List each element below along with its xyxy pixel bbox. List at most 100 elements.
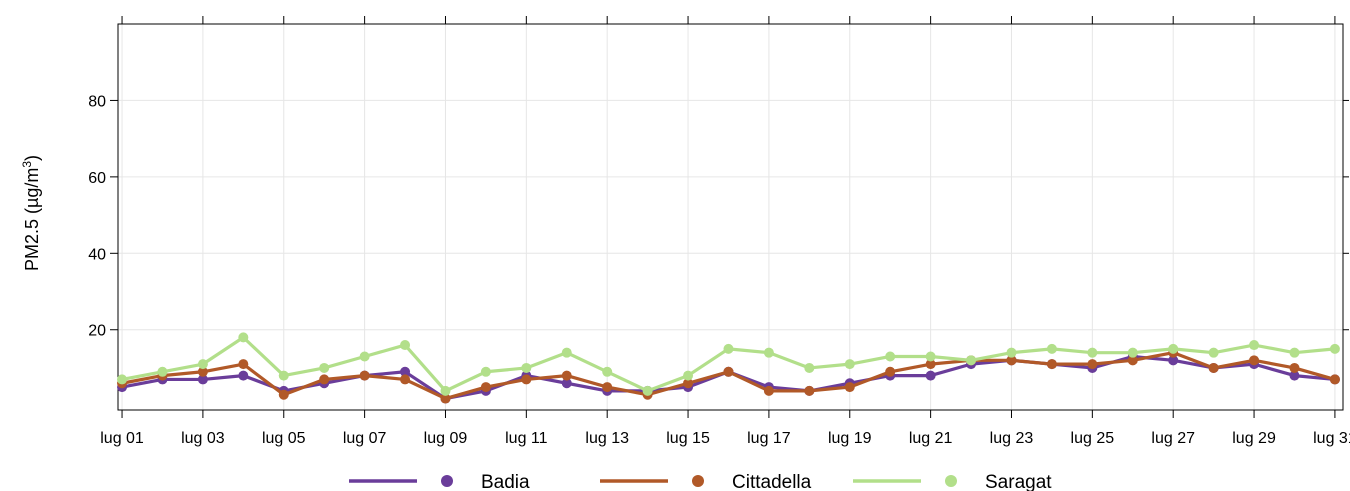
data-point	[844, 382, 855, 393]
data-point	[1249, 355, 1260, 366]
x-tick-label: lug 17	[747, 430, 791, 447]
data-point	[642, 385, 653, 396]
data-point	[319, 374, 330, 385]
data-point	[723, 343, 734, 354]
data-point	[763, 385, 774, 396]
legend-point-swatch	[692, 475, 704, 487]
data-point	[197, 374, 208, 385]
data-point	[521, 374, 532, 385]
x-tick-label: lug 09	[424, 430, 468, 447]
data-point	[1127, 355, 1138, 366]
legend-label: Badia	[481, 472, 530, 491]
y-tick-label: 20	[88, 323, 106, 340]
legend-label: Saragat	[985, 472, 1052, 491]
data-point	[521, 362, 532, 373]
data-point	[1249, 340, 1260, 351]
data-point	[400, 366, 411, 377]
data-point	[1289, 370, 1300, 381]
x-tick-label: lug 25	[1071, 430, 1115, 447]
data-point	[1208, 362, 1219, 373]
data-point	[278, 370, 289, 381]
data-point	[1329, 343, 1340, 354]
x-tick-label: lug 01	[100, 430, 144, 447]
x-tick-label: lug 31	[1313, 430, 1350, 447]
legend-item-saragat: Saragat	[853, 472, 1052, 491]
legend-item-cittadella: Cittadella	[600, 472, 812, 491]
data-point	[1208, 347, 1219, 358]
y-tick-label: 40	[88, 246, 106, 263]
x-tick-label: lug 23	[990, 430, 1034, 447]
data-point	[1127, 347, 1138, 358]
data-point	[804, 362, 815, 373]
legend-point-swatch	[945, 475, 957, 487]
axis-ticks: lug 01 lug 03 lug 05 lug 07 lug 09 lug 11 lug …	[88, 16, 1350, 447]
y-axis-title: PM2.5 (µg/m3)	[20, 155, 42, 271]
data-point	[885, 366, 896, 377]
x-tick-label: lug 07	[343, 430, 387, 447]
x-tick-label: lug 15	[666, 430, 710, 447]
series-line	[120, 354, 1337, 401]
y-tick-label: 60	[88, 170, 106, 187]
data-point	[1329, 374, 1340, 385]
data-point	[683, 378, 694, 389]
data-point	[683, 370, 694, 381]
data-point	[238, 359, 249, 370]
data-point	[1289, 362, 1300, 373]
data-point	[359, 351, 370, 362]
data-point	[440, 385, 451, 396]
data-point	[1046, 359, 1057, 370]
x-tick-label: lug 13	[585, 430, 629, 447]
x-tick-label: lug 21	[909, 430, 953, 447]
data-point	[1168, 343, 1179, 354]
data-point	[966, 355, 977, 366]
data-point	[602, 382, 613, 393]
data-point	[844, 359, 855, 370]
legend-item-badia: Badia	[349, 472, 530, 491]
data-point	[278, 389, 289, 400]
data-point	[1087, 359, 1098, 370]
series-layer	[117, 332, 1340, 404]
x-tick-label: lug 27	[1151, 430, 1195, 447]
legend: Badia Cittadella Saragat	[349, 472, 1052, 491]
data-point	[440, 393, 451, 404]
data-point	[1046, 343, 1057, 354]
y-axis-title-main: PM2.5 (µg/m	[22, 168, 42, 271]
data-point	[602, 366, 613, 377]
data-point	[1006, 347, 1017, 358]
data-point	[885, 351, 896, 362]
data-point	[561, 370, 572, 381]
data-point	[400, 374, 411, 385]
y-axis-title-superscript: 3	[20, 161, 34, 168]
data-point	[1087, 347, 1098, 358]
x-tick-label: lug 29	[1232, 430, 1276, 447]
data-point	[723, 366, 734, 377]
data-point	[117, 374, 128, 385]
legend-label: Cittadella	[732, 472, 812, 491]
x-tick-label: lug 11	[505, 430, 548, 447]
data-point	[1168, 355, 1179, 366]
legend-point-swatch	[441, 475, 453, 487]
data-point	[561, 347, 572, 358]
x-tick-label: lug 19	[828, 430, 872, 447]
series-cittadella	[117, 347, 1340, 404]
data-point	[1006, 355, 1017, 366]
data-point	[238, 370, 249, 381]
data-point	[804, 385, 815, 396]
x-tick-label: lug 05	[262, 430, 306, 447]
data-point	[197, 366, 208, 377]
data-point	[400, 340, 411, 351]
plot-frame	[117, 23, 1344, 411]
data-point	[319, 362, 330, 373]
data-point	[480, 366, 491, 377]
data-point	[925, 351, 936, 362]
data-point	[238, 332, 249, 343]
x-tick-label: lug 03	[181, 430, 225, 447]
series-badia	[117, 351, 1340, 404]
data-point	[197, 359, 208, 370]
data-point	[925, 370, 936, 381]
data-point	[925, 359, 936, 370]
data-point	[1289, 347, 1300, 358]
y-axis-title-close: )	[22, 155, 42, 161]
data-point	[157, 366, 168, 377]
data-point	[480, 382, 491, 393]
